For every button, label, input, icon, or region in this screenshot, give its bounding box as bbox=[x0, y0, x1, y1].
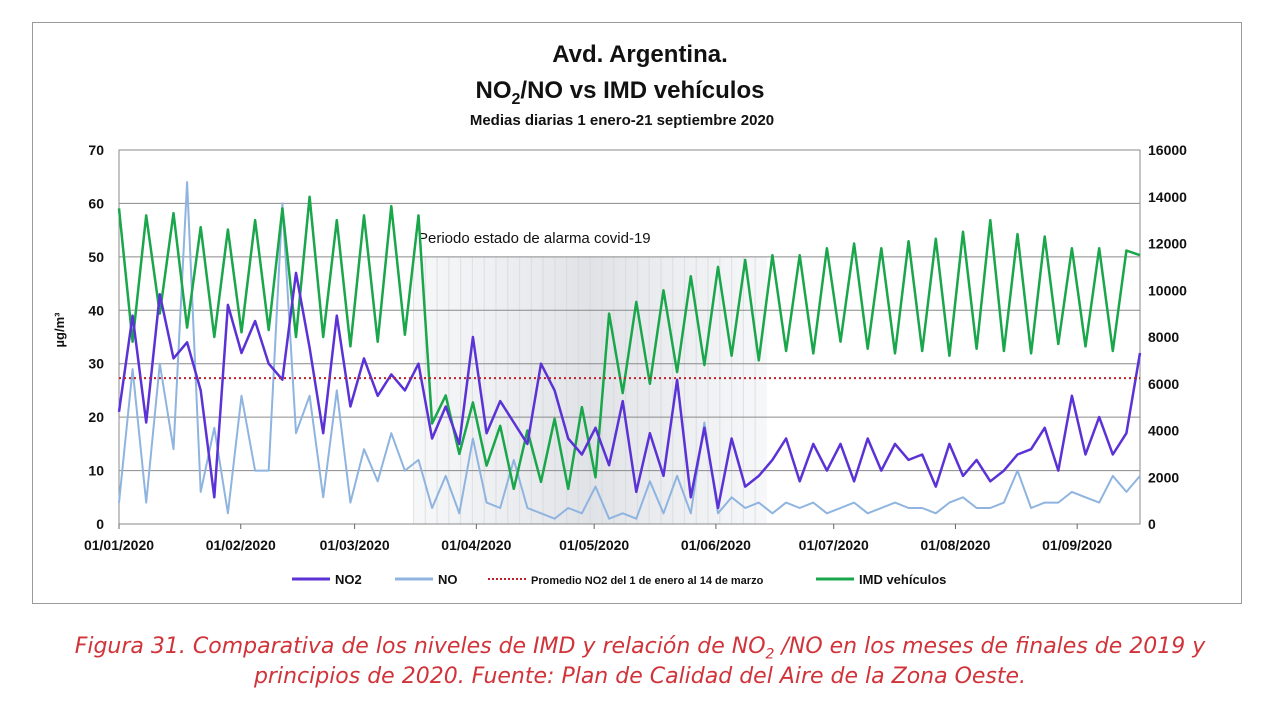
y2-tick-label: 2000 bbox=[1148, 469, 1179, 485]
x-tick-label: 01/04/2020 bbox=[441, 537, 511, 553]
y-tick-label: 70 bbox=[88, 142, 104, 158]
x-tick-label: 01/07/2020 bbox=[799, 537, 869, 553]
chart-title: Avd. Argentina. bbox=[552, 41, 728, 68]
y2-tick-label: 0 bbox=[1148, 516, 1156, 532]
covid-period-annotation: Periodo estado de alarma covid-19 bbox=[418, 230, 651, 247]
y2-tick-label: 4000 bbox=[1148, 423, 1179, 439]
y-tick-label: 50 bbox=[88, 249, 104, 265]
y-tick-label: 60 bbox=[88, 195, 104, 211]
y2-tick-label: 12000 bbox=[1148, 236, 1187, 252]
y-tick-label: 20 bbox=[88, 409, 104, 425]
y2-tick-label: 8000 bbox=[1148, 329, 1179, 345]
x-tick-label: 01/09/2020 bbox=[1042, 537, 1112, 553]
x-tick-label: 01/03/2020 bbox=[320, 537, 390, 553]
series-line-imd-veh-culos bbox=[117, 195, 1141, 491]
x-tick-label: 01/01/2020 bbox=[84, 537, 154, 553]
y-tick-label: 40 bbox=[88, 302, 104, 318]
y2-tick-label: 10000 bbox=[1148, 282, 1187, 298]
figure-caption-line1: Figura 31. Comparativa de los niveles de… bbox=[74, 634, 1206, 663]
x-tick-label: 01/06/2020 bbox=[681, 537, 751, 553]
legend-label: NO bbox=[438, 572, 458, 587]
y-tick-label: 0 bbox=[96, 516, 104, 532]
y-tick-label: 10 bbox=[88, 463, 104, 479]
y2-tick-label: 6000 bbox=[1148, 376, 1179, 392]
chart-frame bbox=[32, 22, 1242, 604]
legend-label: IMD vehículos bbox=[859, 572, 946, 587]
figure-caption-line2: principios de 2020. Fuente: Plan de Cali… bbox=[253, 664, 1027, 689]
chart-subtitle2: Medias diarias 1 enero-21 septiembre 202… bbox=[470, 112, 774, 129]
y-tick-label: 30 bbox=[88, 356, 104, 372]
y2-tick-label: 14000 bbox=[1148, 189, 1187, 205]
legend-label: Promedio NO2 del 1 de enero al 14 de mar… bbox=[531, 575, 764, 587]
y-axis-label: µg/m³ bbox=[52, 312, 67, 348]
x-tick-label: 01/08/2020 bbox=[920, 537, 990, 553]
series-line-no2 bbox=[117, 271, 1142, 510]
plot-area-border bbox=[118, 149, 1141, 525]
x-tick-label: 01/05/2020 bbox=[559, 537, 629, 553]
chart-subtitle: NO2/NO vs IMD vehículos bbox=[476, 77, 765, 108]
y2-tick-label: 16000 bbox=[1148, 142, 1187, 158]
x-tick-label: 01/02/2020 bbox=[206, 537, 276, 553]
legend-label: NO2 bbox=[335, 572, 362, 587]
